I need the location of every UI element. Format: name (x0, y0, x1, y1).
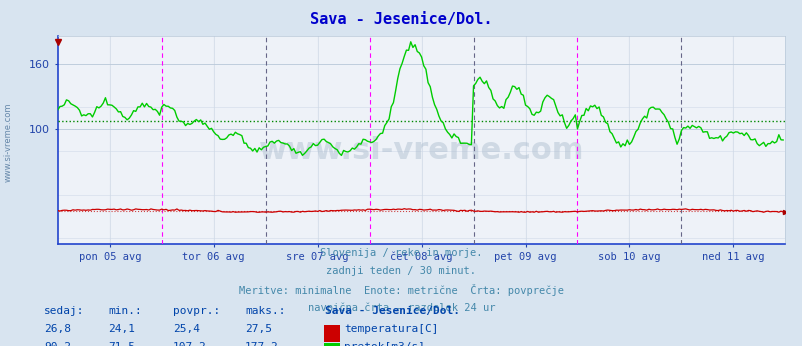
Text: 90,2: 90,2 (44, 342, 71, 346)
Text: 107,2: 107,2 (172, 342, 206, 346)
Text: temperatura[C]: temperatura[C] (344, 324, 439, 334)
Text: www.si-vreme.com: www.si-vreme.com (3, 102, 13, 182)
Text: 177,2: 177,2 (245, 342, 278, 346)
Text: maks.:: maks.: (245, 306, 285, 316)
Text: povpr.:: povpr.: (172, 306, 220, 316)
Text: min.:: min.: (108, 306, 142, 316)
Text: Sava - Jesenice/Dol.: Sava - Jesenice/Dol. (325, 306, 460, 316)
Text: navpična črta - razdelek 24 ur: navpična črta - razdelek 24 ur (307, 302, 495, 313)
Text: zadnji teden / 30 minut.: zadnji teden / 30 minut. (326, 266, 476, 276)
Text: 27,5: 27,5 (245, 324, 272, 334)
Text: 25,4: 25,4 (172, 324, 200, 334)
Text: www.si-vreme.com: www.si-vreme.com (258, 136, 584, 165)
Text: 71,5: 71,5 (108, 342, 136, 346)
Text: 24,1: 24,1 (108, 324, 136, 334)
Text: sedaj:: sedaj: (44, 306, 84, 316)
Text: pretok[m3/s]: pretok[m3/s] (344, 342, 425, 346)
Text: Sava - Jesenice/Dol.: Sava - Jesenice/Dol. (310, 12, 492, 27)
Text: 26,8: 26,8 (44, 324, 71, 334)
Text: Meritve: minimalne  Enote: metrične  Črta: povprečje: Meritve: minimalne Enote: metrične Črta:… (239, 284, 563, 297)
Text: Slovenija / reke in morje.: Slovenija / reke in morje. (320, 248, 482, 258)
